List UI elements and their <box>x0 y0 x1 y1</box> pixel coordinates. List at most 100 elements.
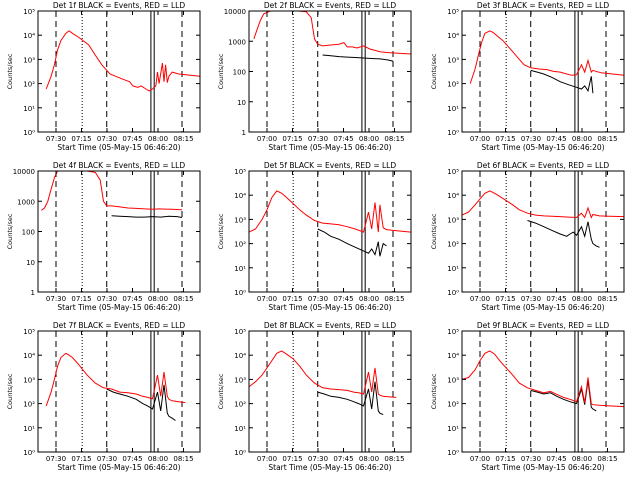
x-axis-label: Start Time (05-May-15 06:46:20) <box>268 463 391 472</box>
y-tick-label: 10⁰ <box>234 289 246 297</box>
x-tick-label: 08:15 <box>384 455 404 463</box>
y-tick-label: 10⁰ <box>447 289 459 297</box>
y-axis-label: Counts/sec <box>430 213 438 249</box>
plot-frame <box>37 10 201 133</box>
y-tick-label: 10⁵ <box>23 328 35 336</box>
x-tick-label: 07:00 <box>257 135 277 143</box>
y-tick-label: 10³ <box>23 376 35 384</box>
y-tick-label: 10² <box>447 81 459 89</box>
series-events-line <box>106 384 176 421</box>
y-tick-label: 10⁴ <box>447 192 459 200</box>
y-tick-label: 10¹ <box>234 265 246 273</box>
x-axis-label: Start Time (05-May-15 06:46:20) <box>268 143 391 152</box>
y-axis-label: Counts/sec <box>6 213 14 249</box>
y-axis-label: Counts/sec <box>6 373 14 409</box>
series-group <box>45 352 186 421</box>
series-events-line <box>530 69 594 94</box>
x-tick-label: 08:00 <box>359 135 379 143</box>
x-tick-label: 07:30 <box>97 455 117 463</box>
x-tick-label: 07:15 <box>71 135 91 143</box>
x-tick-label: 08:00 <box>359 295 379 303</box>
x-tick-label: 08:15 <box>384 295 404 303</box>
y-tick-label: 1000 <box>17 198 35 206</box>
series-group <box>249 190 411 257</box>
plot-frame <box>37 170 201 293</box>
chart-title: Det 8f BLACK = Events, RED = LLD <box>264 321 397 330</box>
x-tick-label: 08:00 <box>572 295 592 303</box>
x-tick-label: 07:30 <box>46 455 66 463</box>
x-tick-label: 07:15 <box>495 135 515 143</box>
series-lld-line <box>45 30 200 92</box>
x-tick-label: 07:45 <box>333 455 353 463</box>
x-tick-label: 07:00 <box>257 295 277 303</box>
series-group <box>249 350 397 416</box>
series-events-line <box>317 228 387 257</box>
y-tick-label: 10⁴ <box>234 352 246 360</box>
series-events-line <box>530 380 597 412</box>
y-tick-label: 10³ <box>23 56 35 64</box>
y-tick-label: 1 <box>242 129 246 137</box>
y-tick-label: 10² <box>234 241 246 249</box>
chart-panel-2: 1 10 100 1000 10000 07:00 07:15 07:30 07:45 08:00… <box>217 1 412 152</box>
series-lld-line <box>40 171 183 211</box>
x-tick-label: 07:30 <box>521 295 541 303</box>
y-tick-label: 10³ <box>234 376 246 384</box>
y-tick-label: 10² <box>23 81 35 89</box>
chart-title: Det 5f BLACK = Events, RED = LLD <box>264 161 397 170</box>
x-tick-label: 07:00 <box>470 455 490 463</box>
y-tick-label: 10⁵ <box>447 168 459 176</box>
y-axis-label: Counts/sec <box>430 53 438 89</box>
series-events-line <box>111 215 183 218</box>
x-tick-label: 08:00 <box>148 135 168 143</box>
plot-frame <box>461 170 625 293</box>
plot-frame <box>461 10 625 133</box>
x-tick-label: 07:15 <box>282 455 302 463</box>
y-tick-label: 10⁴ <box>447 352 459 360</box>
y-tick-label: 10⁵ <box>234 168 246 176</box>
y-tick-label: 10² <box>23 401 35 409</box>
series-lld-line <box>462 350 624 408</box>
y-tick-label: 10000 <box>13 168 35 176</box>
y-tick-label: 10² <box>234 401 246 409</box>
chart-title: Det 2f BLACK = Events, RED = LLD <box>264 1 397 10</box>
y-axis-label: Counts/sec <box>217 53 225 89</box>
x-tick-label: 07:45 <box>333 295 353 303</box>
y-tick-label: 10 <box>26 259 35 267</box>
x-tick-label: 07:00 <box>470 135 490 143</box>
series-lld-line <box>249 350 397 398</box>
y-tick-label: 100 <box>22 229 35 237</box>
plot-frame <box>248 170 412 293</box>
x-tick-label: 08:00 <box>148 295 168 303</box>
x-tick-label: 08:15 <box>173 295 193 303</box>
x-tick-label: 08:00 <box>572 135 592 143</box>
x-tick-label: 07:30 <box>308 135 328 143</box>
chart-panel-1: 10⁰ 10¹ 10² 10³ 10⁴ 10⁵ 07:30 07:15 07:30 07:45 08… <box>6 1 201 152</box>
x-axis-label: Start Time (05-May-15 06:46:20) <box>268 303 391 312</box>
chart-panel-8: 10⁰ 10¹ 10² 10³ 10⁴ 10⁵ 07:00 07:15 07:30 07:45 08… <box>217 321 412 472</box>
y-tick-label: 10⁰ <box>234 449 246 457</box>
x-tick-label: 07:30 <box>308 455 328 463</box>
chart-panel-4: 1 10 100 1000 10000 07:30 07:15 07:30 07:45 08:00… <box>6 161 201 312</box>
y-tick-label: 100 <box>233 69 246 77</box>
y-tick-label: 10¹ <box>447 265 459 273</box>
y-tick-label: 10⁰ <box>447 449 459 457</box>
y-axis-label: Counts/sec <box>6 53 14 89</box>
x-tick-label: 07:45 <box>333 135 353 143</box>
y-axis-label: Counts/sec <box>217 373 225 409</box>
chart-title: Det 4f BLACK = Events, RED = LLD <box>53 161 186 170</box>
x-axis-label: Start Time (05-May-15 06:46:20) <box>481 143 604 152</box>
chart-panel-5: 10⁰ 10¹ 10² 10³ 10⁴ 10⁵ 07:00 07:15 07:30 07:45 08… <box>217 161 412 312</box>
x-tick-label: 07:30 <box>46 135 66 143</box>
y-tick-label: 10¹ <box>234 425 246 433</box>
x-tick-label: 07:30 <box>46 295 66 303</box>
x-tick-label: 07:30 <box>97 295 117 303</box>
x-tick-label: 08:15 <box>173 455 193 463</box>
series-events-line <box>527 220 600 248</box>
x-axis-label: Start Time (05-May-15 06:46:20) <box>57 303 180 312</box>
y-tick-label: 10⁵ <box>447 328 459 336</box>
y-tick-label: 10¹ <box>447 105 459 113</box>
y-tick-label: 1 <box>31 289 35 297</box>
plot-frame <box>461 330 625 453</box>
chart-title: Det 1f BLACK = Events, RED = LLD <box>53 1 186 10</box>
x-tick-label: 08:15 <box>597 295 617 303</box>
